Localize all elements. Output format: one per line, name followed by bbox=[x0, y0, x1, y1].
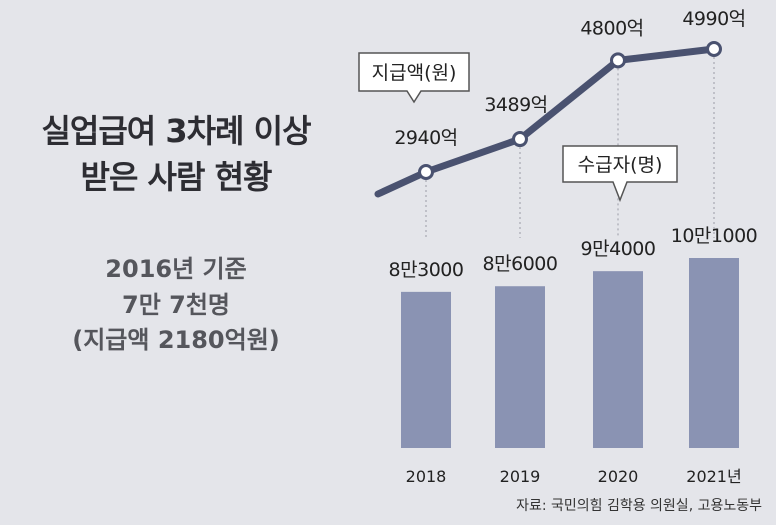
bar-2020 bbox=[593, 271, 643, 448]
chart-title: 실업급여 3차례 이상 받은 사람 현황 bbox=[0, 108, 352, 201]
bar-value-label: 10만1000 bbox=[671, 225, 758, 247]
line-value-label: 4990억 bbox=[682, 8, 745, 30]
legend-recipients-label: 수급자(명) bbox=[578, 154, 663, 176]
line-point bbox=[610, 52, 626, 69]
legend-recipients-box bbox=[562, 145, 678, 203]
line-point bbox=[706, 41, 722, 57]
bar-value-label: 8만3000 bbox=[389, 259, 464, 281]
baseline-amount: (지급액 2180억원) bbox=[72, 326, 280, 355]
x-tick-label: 2018 bbox=[406, 467, 447, 486]
line-point bbox=[418, 164, 434, 180]
line-value-label: 2940억 bbox=[394, 127, 457, 149]
legend-amount-box bbox=[358, 52, 470, 104]
title-line-1: 실업급여 3차례 이상 bbox=[41, 112, 311, 150]
line-value-label: 4800억 bbox=[580, 17, 643, 39]
title-line-2: 받은 사람 현황 bbox=[80, 158, 273, 197]
line-value-label: 3489억 bbox=[484, 94, 547, 116]
source-note: 자료: 국민의힘 김학용 의원실, 고용노동부 bbox=[516, 498, 762, 514]
bar-2019 bbox=[495, 286, 545, 448]
baseline-year: 2016년 기준 bbox=[105, 255, 247, 283]
bar-value-label: 9만4000 bbox=[581, 238, 656, 260]
x-tick-label: 2019 bbox=[500, 467, 541, 486]
bar-2018 bbox=[401, 291, 451, 448]
baseline-count: 7만 7천명 bbox=[122, 290, 230, 319]
x-tick-label: 2020 bbox=[598, 467, 639, 486]
bar-2021년 bbox=[689, 258, 739, 448]
x-tick-label: 2021년 bbox=[686, 467, 741, 486]
legend-amount-label: 지급액(원) bbox=[372, 62, 457, 84]
bar-value-label: 8만6000 bbox=[483, 253, 558, 275]
line-point bbox=[512, 131, 528, 148]
baseline-info: 2016년 기준 7만 7천명 (지급액 2180억원) bbox=[0, 252, 352, 359]
